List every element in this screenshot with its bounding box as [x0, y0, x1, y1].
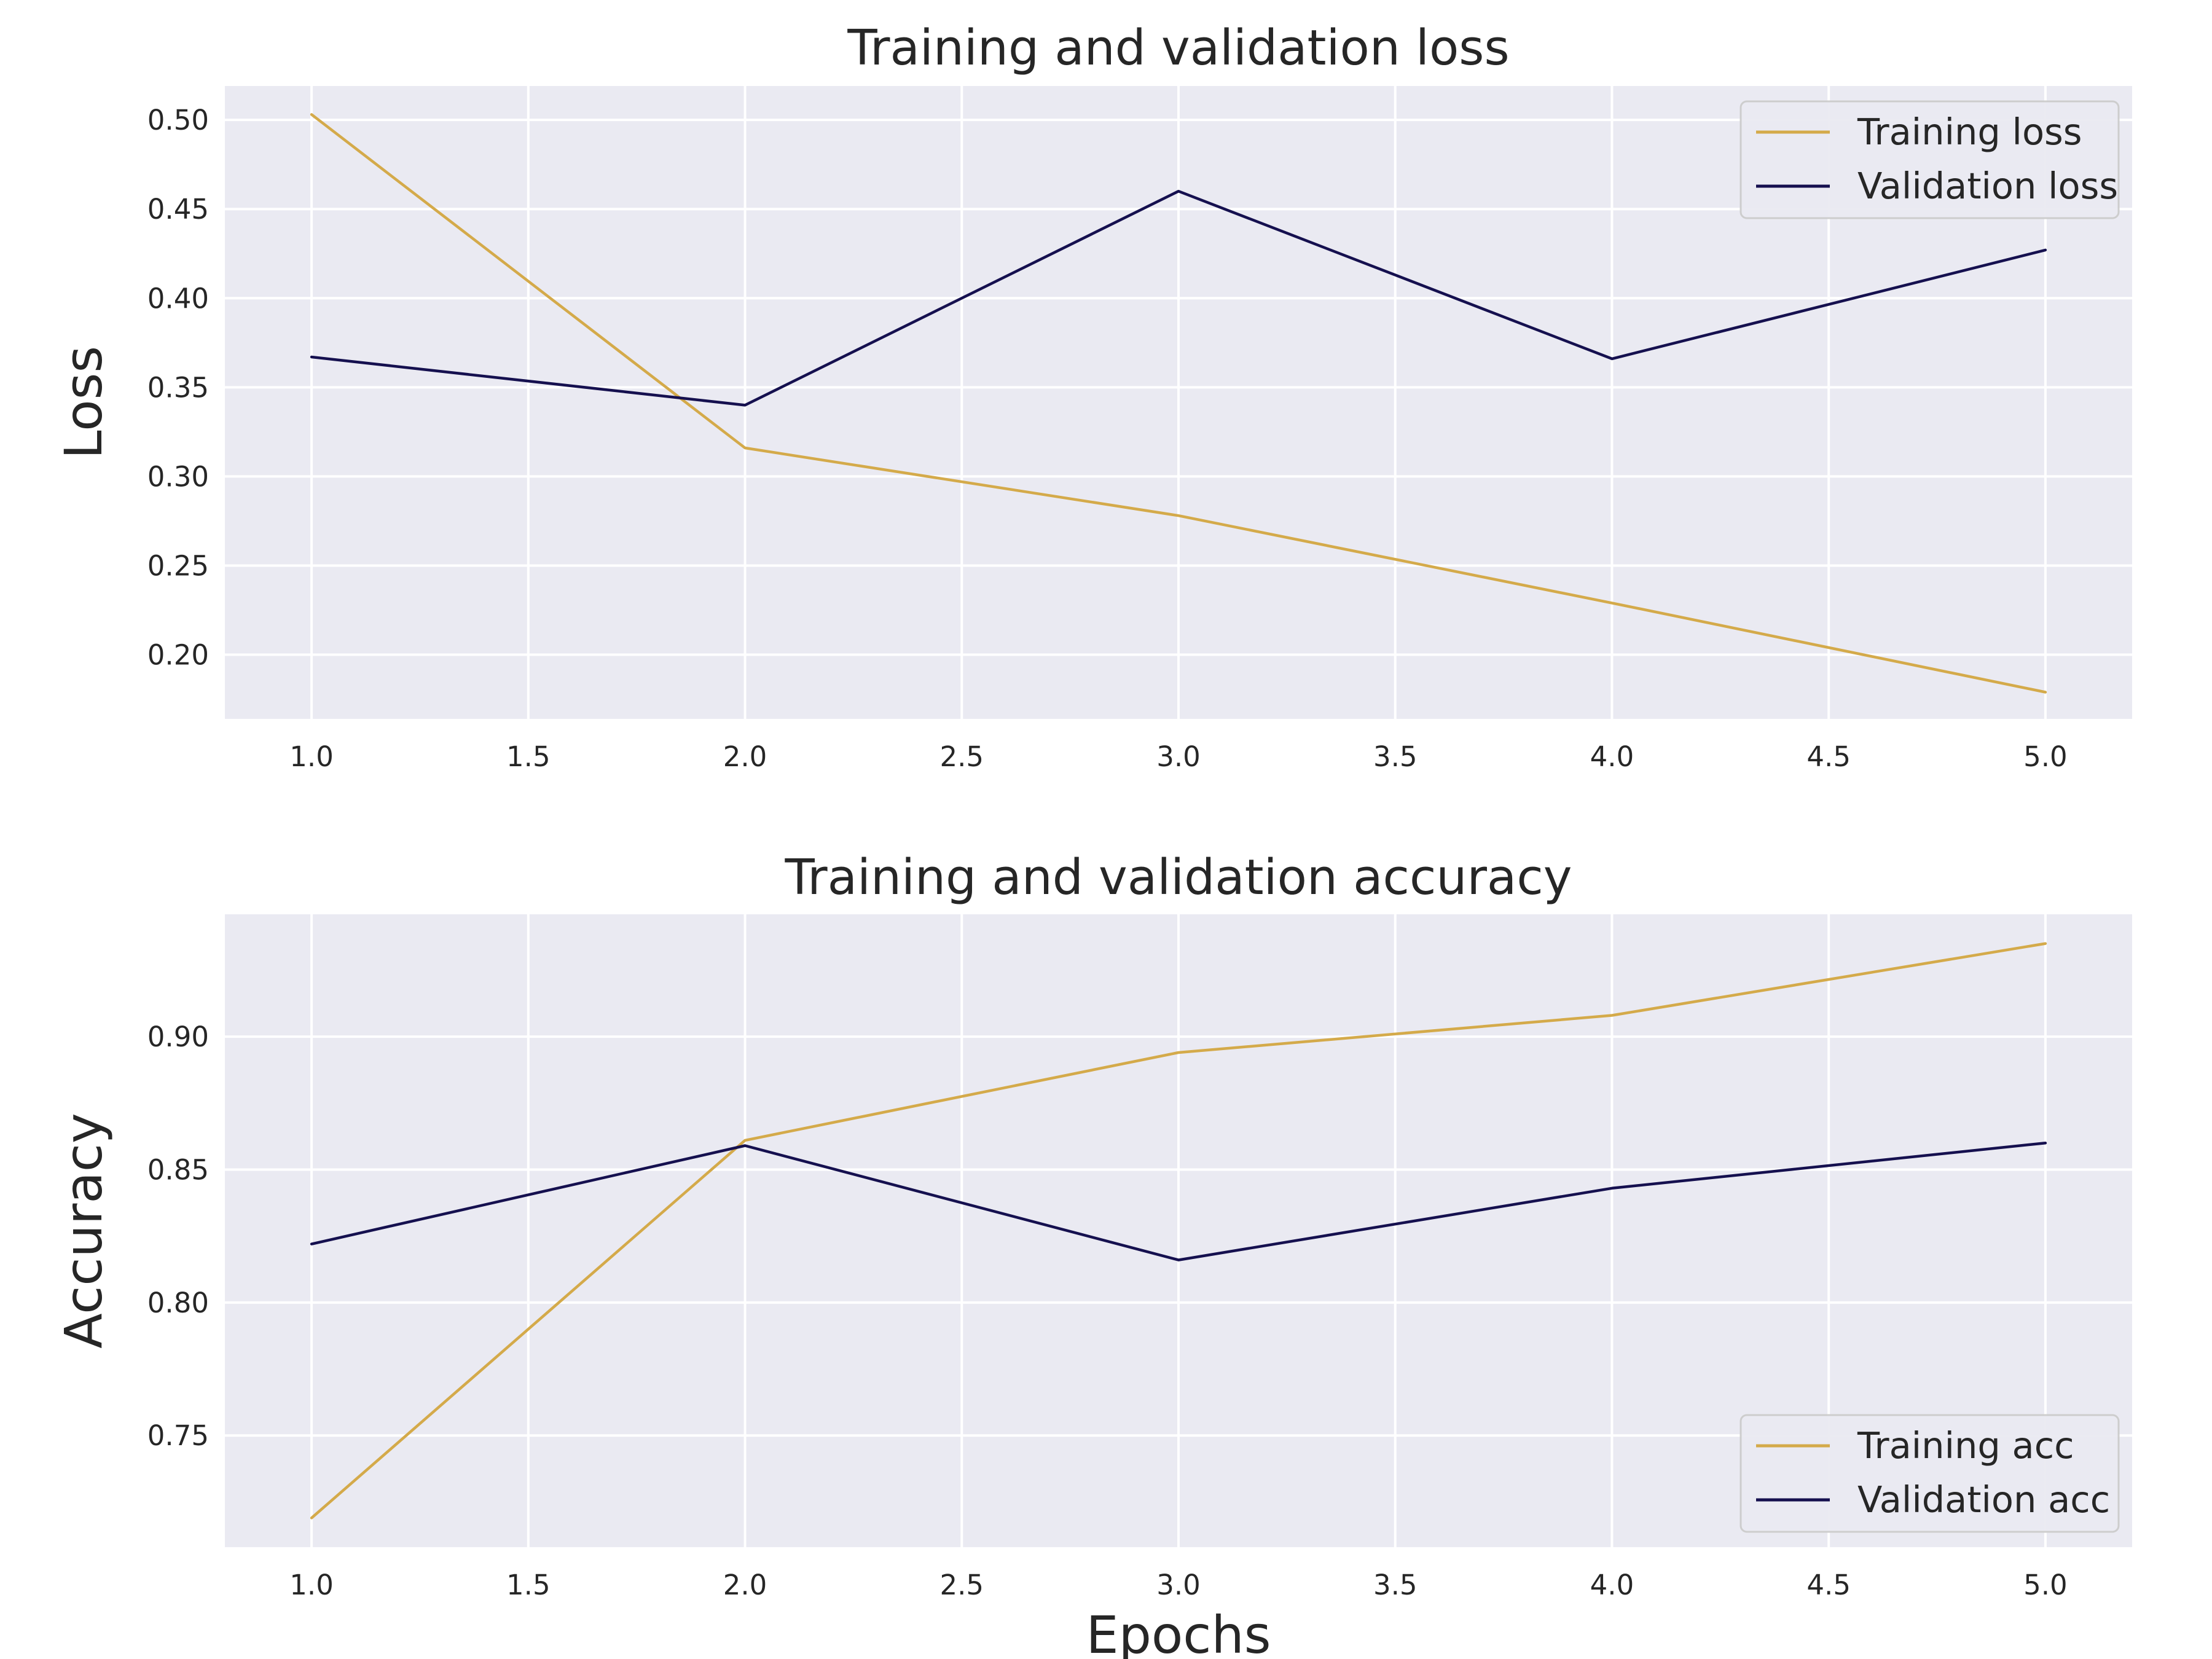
x-tick-label: 4.0 — [1590, 740, 1634, 773]
y-tick-label: 0.40 — [147, 282, 209, 315]
y-tick-label: 0.90 — [147, 1021, 209, 1053]
chart-title: Training and validation accuracy — [784, 849, 1572, 906]
x-tick-label: 2.5 — [939, 1569, 984, 1601]
x-tick-label: 1.5 — [506, 740, 551, 773]
legend: Training loss Validation loss — [1739, 100, 2120, 219]
legend-frame — [1739, 100, 2120, 219]
legend-label-training-acc: Training acc — [1857, 1424, 2074, 1467]
y-tick-label: 0.75 — [147, 1419, 209, 1452]
legend: Training acc Validation acc — [1739, 1414, 2120, 1533]
x-axis-label: Epochs — [1086, 1605, 1271, 1659]
legend-label-validation-loss: Validation loss — [1857, 165, 2118, 207]
legend-label-training-loss: Training loss — [1857, 111, 2082, 153]
x-tick-label: 3.5 — [1373, 740, 1418, 773]
x-tick-label: 1.0 — [289, 1569, 334, 1601]
x-tick-label: 1.0 — [289, 740, 334, 773]
x-tick-label: 3.5 — [1373, 1569, 1418, 1601]
y-axis-label: Accuracy — [53, 1113, 114, 1349]
y-tick-label: 0.35 — [147, 371, 209, 404]
x-tick-label: 4.5 — [1806, 740, 1851, 773]
y-tick-label: 0.20 — [147, 639, 209, 672]
accuracy-chart-panel: 1.0 1.5 2.0 2.5 3.0 3.5 4.0 4.5 5.0 0.75 0.80 0.85 0… — [53, 849, 2132, 1659]
x-tick-label: 2.5 — [939, 740, 984, 773]
x-tick-label: 5.0 — [2023, 1569, 2068, 1601]
x-tick-label: 1.5 — [506, 1569, 551, 1601]
loss-chart-panel: 1.0 1.5 2.0 2.5 3.0 3.5 4.0 4.5 5.0 0.20 0.25 0.30 0… — [53, 20, 2132, 773]
y-tick-label: 0.45 — [147, 193, 209, 226]
y-tick-label: 0.80 — [147, 1287, 209, 1319]
series-line-training-acc — [310, 942, 2047, 1520]
legend-frame — [1739, 1414, 2120, 1533]
series-line-validation-acc — [310, 1141, 2047, 1261]
x-tick-label: 4.0 — [1590, 1569, 1634, 1601]
y-tick-label: 0.25 — [147, 549, 209, 582]
y-axis-label: Loss — [53, 346, 114, 459]
series-line-validation-loss — [310, 189, 2047, 407]
chart-title: Training and validation loss — [847, 20, 1509, 76]
x-tick-label: 5.0 — [2023, 740, 2068, 773]
x-tick-label: 4.5 — [1806, 1569, 1851, 1601]
x-tick-label: 2.0 — [723, 740, 767, 773]
x-tick-label: 3.0 — [1156, 1569, 1201, 1601]
y-tick-label: 0.30 — [147, 460, 209, 493]
x-tick-label: 3.0 — [1156, 740, 1201, 773]
y-tick-label: 0.50 — [147, 104, 209, 136]
y-tick-label: 0.85 — [147, 1153, 209, 1186]
legend-label-validation-acc: Validation acc — [1857, 1478, 2110, 1521]
x-tick-label: 2.0 — [723, 1569, 767, 1601]
series-line-training-loss — [310, 113, 2047, 694]
